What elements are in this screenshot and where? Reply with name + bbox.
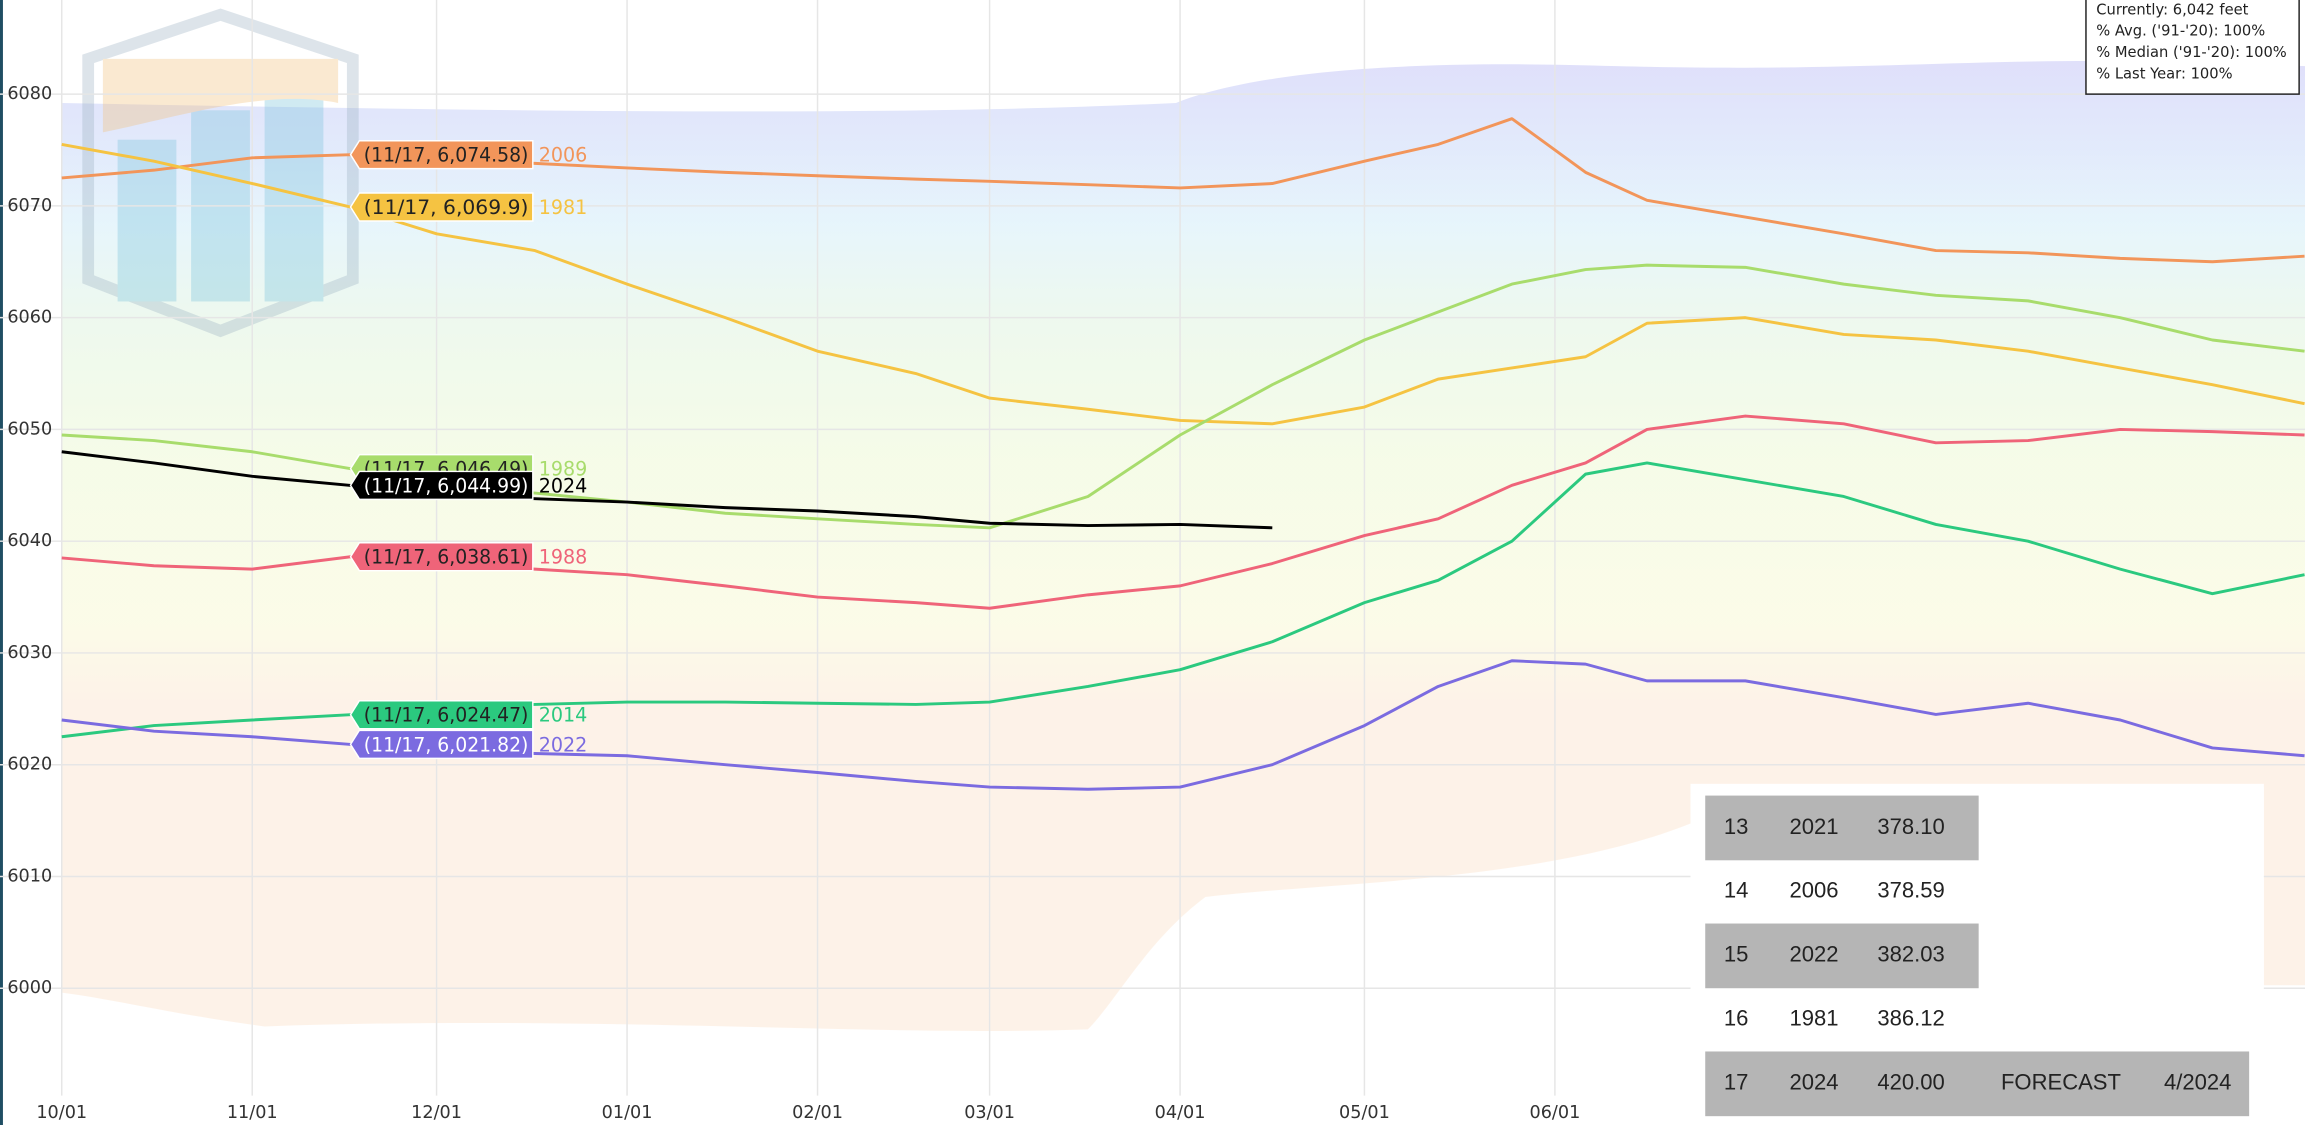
percentile-bands: [61, 60, 2305, 1031]
legend-label: 2006: [539, 144, 588, 167]
hover-box: [349, 700, 534, 730]
table-row-bg: [1705, 1051, 2250, 1117]
table-cell: 17: [1724, 1070, 1749, 1095]
table-cell: 16: [1724, 1006, 1749, 1031]
table-cell: 386.12: [1877, 1006, 1944, 1031]
series-line: [61, 450, 1273, 530]
x-tick-label: 04/01: [1155, 1103, 1206, 1123]
table-cell: 2024: [1789, 1070, 1838, 1095]
hover-text: (11/17, 6,038.61): [364, 546, 529, 569]
legend-label: 1989: [539, 458, 588, 481]
legend-label: 2014: [539, 704, 588, 727]
hover-labels: (11/17, 6,074.58) 2006 (11/17, 6,069.9) 198…: [349, 139, 588, 760]
x-tick-label: 01/01: [602, 1103, 653, 1123]
ranking-table: 13 2021 378.10 14 2006 378.59 15 2022 382.03 16 19…: [1690, 783, 2264, 1125]
x-tick-label: 06/01: [1530, 1103, 1581, 1123]
hover-box: [349, 139, 534, 170]
legend-label: 1988: [539, 546, 588, 569]
hover-text: (11/17, 6,069.9): [364, 196, 529, 219]
legend-label: 2022: [539, 733, 588, 756]
table-cell: 14: [1724, 878, 1749, 903]
hover-box: [349, 192, 534, 222]
hover-text: (11/17, 6,074.58): [364, 144, 529, 167]
info-line: % Median ('91-'20): 100%: [2096, 44, 2287, 61]
table-cell: 378.59: [1877, 878, 1944, 903]
info-box: Currently: 6,042 feet % Avg. ('91-'20): …: [2085, 0, 2300, 95]
x-tick-label: 12/01: [411, 1103, 462, 1123]
table-cell: 2021: [1789, 814, 1838, 839]
x-tick-label: 05/01: [1339, 1103, 1390, 1123]
table-cell: 13: [1724, 814, 1749, 839]
y-tick-label: 6080: [7, 84, 52, 104]
y-tick-label: 6030: [7, 643, 52, 663]
x-tick-label: 11/01: [227, 1103, 278, 1123]
hover-box: [349, 470, 534, 501]
table-cell: 420.00: [1877, 1070, 1944, 1095]
table-cell: 382.03: [1877, 942, 1944, 967]
y-tick-label: 6010: [7, 866, 52, 886]
info-line: % Last Year: 100%: [2096, 65, 2232, 82]
info-box-frame: [2085, 0, 2300, 95]
info-line: % Avg. ('91-'20): 100%: [2096, 23, 2265, 40]
hover-text: (11/17, 6,024.47): [364, 704, 529, 727]
table-row-bg: [1705, 795, 1979, 861]
hover-box: [349, 729, 534, 760]
table-cell: 1981: [1789, 1006, 1838, 1031]
logo-watermark: [82, 8, 359, 338]
legend-label: 1981: [539, 196, 588, 219]
x-tick-label: 10/01: [36, 1103, 87, 1123]
y-tick-label: 6000: [7, 978, 52, 998]
table-cell: 15: [1724, 942, 1749, 967]
table-cell: 378.10: [1877, 814, 1944, 839]
x-tick-label: 02/01: [792, 1103, 843, 1123]
hover-text: (11/17, 6,044.99): [364, 474, 529, 497]
y-tick-label: 6020: [7, 755, 52, 775]
table-cell: FORECAST: [2001, 1070, 2121, 1095]
hover-text: (11/17, 6,021.82): [364, 733, 529, 756]
y-tick-label: 6050: [7, 419, 52, 439]
series-line: [61, 142, 2305, 426]
y-tick-label: 6060: [7, 308, 52, 328]
y-tick-label: 6070: [7, 196, 52, 216]
info-line: Currently: 6,042 feet: [2096, 1, 2248, 18]
table-cell: 4/2024: [2164, 1070, 2231, 1095]
table-row-bg: [1705, 923, 1979, 989]
legend-label: 2024: [539, 474, 588, 497]
table-cell: 2006: [1789, 878, 1838, 903]
hover-box: [349, 542, 534, 572]
table-cell: 2022: [1789, 942, 1838, 967]
x-tick-label: 03/01: [964, 1103, 1015, 1123]
y-tick-label: 6040: [7, 531, 52, 551]
